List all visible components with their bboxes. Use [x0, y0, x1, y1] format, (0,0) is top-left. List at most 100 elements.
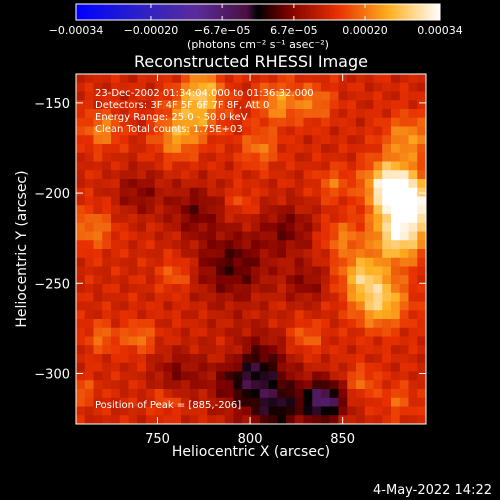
heatmap-cell: [137, 109, 147, 119]
heatmap-cell: [146, 214, 156, 224]
heatmap-cell: [181, 126, 191, 136]
heatmap-cell: [382, 249, 392, 259]
heatmap-cell: [312, 345, 322, 355]
heatmap-cell: [224, 126, 235, 136]
heatmap-cell: [137, 327, 147, 338]
heatmap-cell: [181, 82, 191, 93]
heatmap-cell: [356, 187, 366, 198]
heatmap-cell: [364, 327, 375, 338]
heatmap-cell: [163, 345, 173, 355]
heatmap-cell: [84, 179, 95, 189]
heatmap-cell: [268, 187, 278, 198]
heatmap-cell: [189, 187, 200, 198]
heatmap-cell: [294, 240, 305, 250]
heatmap-cell: [207, 231, 217, 241]
heatmap-cell: [154, 179, 165, 189]
heatmap-cell: [119, 292, 130, 303]
heatmap-cell: [329, 231, 340, 241]
heatmap-cell: [251, 345, 261, 355]
heatmap-cell: [216, 319, 226, 329]
heatmap-cell: [216, 362, 226, 373]
heatmap-cell: [338, 100, 348, 110]
heatmap-cell: [189, 196, 200, 206]
heatmap-cell: [356, 301, 366, 311]
heatmap-cell: [286, 380, 296, 390]
heatmap-cell: [93, 222, 103, 233]
heatmap-cell: [277, 371, 287, 381]
heatmap-cell: [102, 275, 112, 285]
heatmap-cell: [198, 406, 208, 416]
heatmap-cell: [373, 135, 383, 145]
heatmap-cell: [233, 406, 243, 416]
heatmap-cell: [286, 205, 296, 215]
heatmap-cell: [76, 275, 86, 285]
heatmap-cell: [391, 397, 401, 408]
heatmap-cell: [347, 310, 357, 320]
heatmap-cell: [382, 161, 392, 171]
heatmap-cell: [172, 275, 182, 285]
heatmap-cell: [321, 144, 331, 154]
heatmap-cell: [347, 196, 357, 206]
heatmap-cell: [224, 74, 235, 84]
heatmap-cell: [163, 205, 173, 215]
heatmap-cell: [251, 82, 261, 93]
heatmap-cell: [137, 292, 147, 303]
heatmap-cell: [277, 135, 287, 145]
heatmap-cell: [321, 179, 331, 189]
heatmap-cell: [84, 117, 95, 128]
heatmap-cell: [408, 389, 418, 399]
heatmap-cell: [189, 292, 200, 303]
heatmap-cell: [356, 205, 366, 215]
heatmap-cell: [111, 179, 121, 189]
heatmap-cell: [277, 327, 287, 338]
heatmap-cell: [259, 380, 270, 390]
heatmap-cell: [329, 389, 340, 399]
heatmap-cell: [146, 196, 156, 206]
heatmap-cell: [294, 362, 305, 373]
heatmap-cell: [207, 100, 217, 110]
heatmap-cell: [329, 354, 340, 364]
heatmap-cell: [198, 345, 208, 355]
heatmap-cell: [233, 284, 243, 294]
heatmap-cell: [364, 231, 375, 241]
heatmap-cell: [242, 179, 252, 189]
heatmap-cell: [207, 170, 217, 180]
heatmap-cell: [303, 109, 313, 119]
x-axis: 750 800 850: [145, 74, 355, 447]
heatmap-cell: [181, 345, 191, 355]
heatmap-cell: [356, 389, 366, 399]
heatmap-cell: [119, 161, 130, 171]
heatmap-cell: [382, 196, 392, 206]
heatmap-cell: [408, 91, 418, 101]
heatmap-cell: [216, 310, 226, 320]
heatmap-cell: [338, 91, 348, 101]
heatmap-cell: [382, 117, 392, 128]
heatmap-cell: [303, 371, 313, 381]
heatmap-cell: [286, 82, 296, 93]
heatmap-cell: [119, 214, 130, 224]
heatmap-cell: [321, 292, 331, 303]
heatmap-cell: [338, 292, 348, 303]
heatmap-cell: [128, 161, 138, 171]
heatmap-cell: [84, 362, 95, 373]
heatmap-cell: [417, 371, 426, 381]
heatmap-cell: [181, 205, 191, 215]
heatmap-cell: [259, 196, 270, 206]
heatmap-cell: [102, 222, 112, 233]
annotation-block: 23-Dec-2002 01:34:04.000 to 01:36:32.000…: [95, 88, 314, 135]
heatmap-cell: [242, 380, 252, 390]
heatmap-cell: [286, 266, 296, 276]
heatmap-cell: [251, 126, 261, 136]
heatmap-cell: [233, 266, 243, 276]
heatmap-cell: [303, 249, 313, 259]
heatmap-cell: [84, 161, 95, 171]
heatmap-cell: [408, 257, 418, 268]
heatmap-cell: [119, 327, 130, 338]
heatmap-cell: [119, 231, 130, 241]
heatmap-cell: [84, 406, 95, 416]
heatmap-cell: [364, 170, 375, 180]
heatmap-cell: [242, 415, 252, 424]
heatmap-cell: [364, 284, 375, 294]
heatmap-cell: [268, 214, 278, 224]
heatmap-cell: [216, 240, 226, 250]
